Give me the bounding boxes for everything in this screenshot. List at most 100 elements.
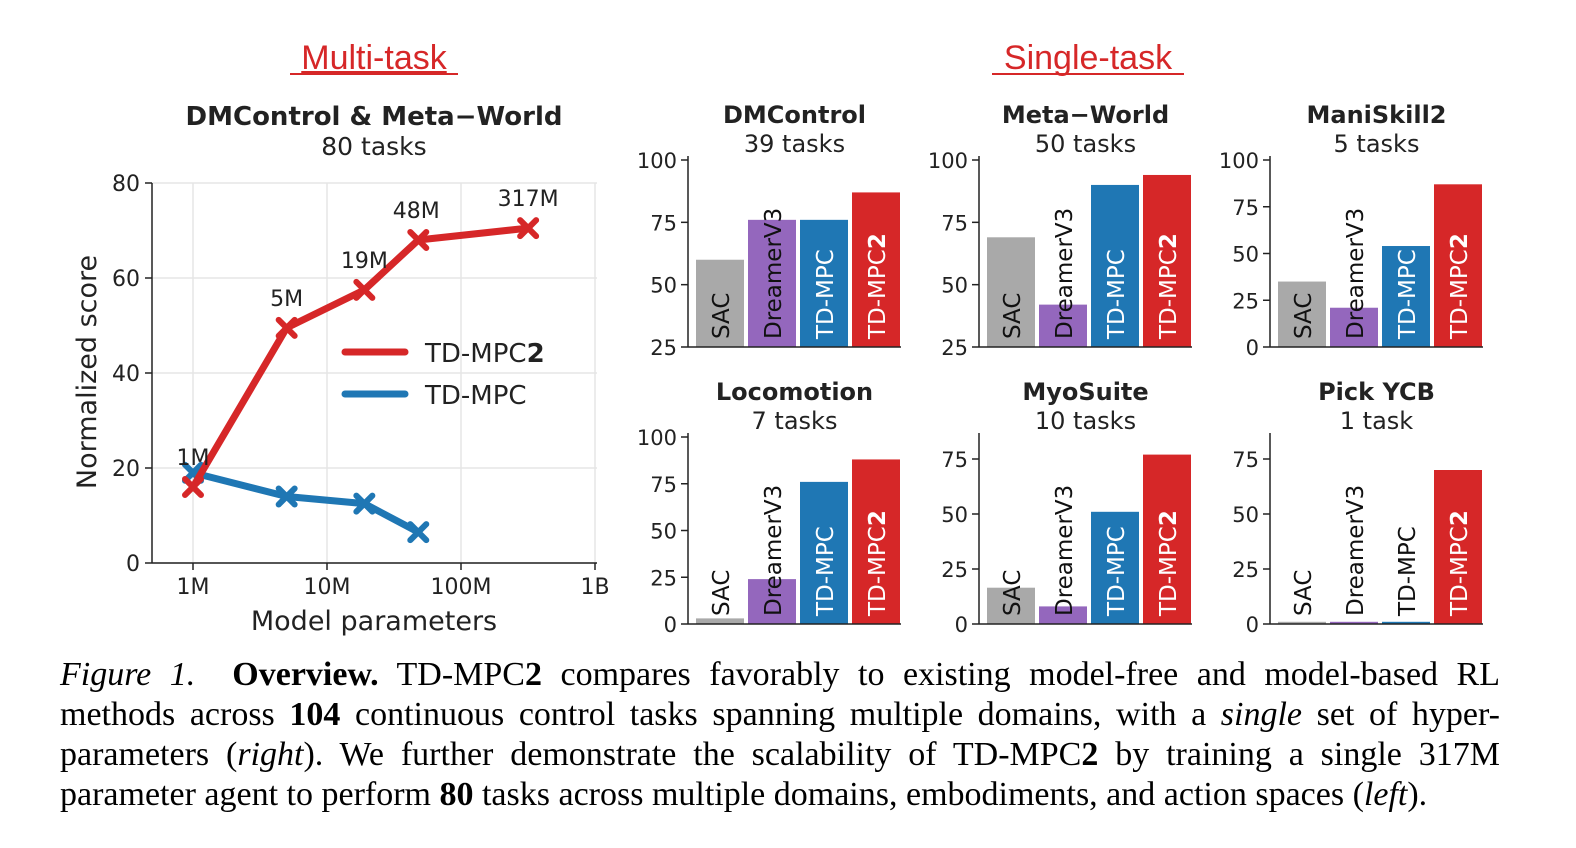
- y-tick-label: 50: [650, 274, 677, 298]
- bar-label: TD-MPC: [1395, 526, 1421, 617]
- y-tick-label: 80: [112, 172, 140, 197]
- legend-label: TD-MPC: [424, 381, 527, 411]
- y-tick-label: 50: [941, 503, 968, 527]
- caption-text: ). We further demonstrate the scalabilit…: [303, 736, 1082, 773]
- bar: [1091, 511, 1139, 624]
- data-point: [182, 476, 204, 498]
- chart-title: MyoSuite: [1022, 378, 1148, 406]
- bar: [1278, 621, 1326, 624]
- bar-label: TD-MPC2: [865, 510, 891, 617]
- y-tick-label: 75: [941, 211, 968, 235]
- y-tick-label: 40: [112, 362, 140, 387]
- bar: [748, 219, 796, 347]
- caption-italic-right: right: [237, 736, 304, 773]
- caption-title: Overview.: [232, 656, 379, 693]
- y-tick-label: 75: [650, 473, 677, 497]
- y-tick-label: 25: [941, 558, 968, 582]
- data-point: [517, 217, 540, 240]
- caption-bold-2: 2: [1081, 736, 1099, 773]
- bar-label: TD-MPC: [1104, 249, 1130, 340]
- y-tick-label: 50: [941, 274, 968, 298]
- y-tick-label: 100: [1219, 149, 1259, 173]
- point-label: 19M: [341, 249, 388, 274]
- bar-label: SAC: [1000, 570, 1026, 616]
- legend: TD-MPC2 TD-MPC: [341, 339, 545, 411]
- bar-label: TD-MPC2: [1156, 233, 1182, 340]
- y-tick-label: 0: [955, 613, 968, 637]
- series-line-td-mpc: [189, 469, 422, 536]
- caption-bold-2: 2: [524, 656, 542, 693]
- y-tick-label: 0: [126, 552, 140, 577]
- y-tick-label: 75: [1232, 196, 1259, 220]
- y-tick-label: 25: [941, 336, 968, 360]
- chart-subtitle: 10 tasks: [1035, 407, 1136, 435]
- bar: [696, 259, 744, 347]
- caption-text: compares favorably to existing model-fre…: [60, 656, 1501, 733]
- chart-subtitle: 7 tasks: [752, 407, 838, 435]
- y-tick-label: 100: [637, 149, 677, 173]
- bar-label: TD-MPC: [1104, 526, 1130, 617]
- chart-title: Locomotion: [716, 378, 873, 406]
- y-tick-label: 0: [1246, 336, 1259, 360]
- figure: Multi-task Single-task 0 20 40 60 80 1M 10M 100…: [72, 39, 1483, 637]
- bar-label: TD-MPC: [813, 526, 839, 617]
- y-axis-label: Normalized score: [72, 255, 103, 489]
- y-tick-label: 50: [1232, 503, 1259, 527]
- y-tick-label: 25: [650, 566, 677, 590]
- bar-label: DreamerV3: [1343, 485, 1369, 616]
- caption-bold-104: 104: [289, 696, 341, 733]
- bar-label: SAC: [709, 293, 735, 339]
- multi-task-line-chart: 0 20 40 60 80 1M 10M 100M 1B DMControl & Meta−Wor…: [72, 102, 610, 637]
- data-point: [353, 492, 376, 515]
- bar: [800, 481, 848, 624]
- bar: [1091, 184, 1139, 347]
- y-tick-label: 75: [1232, 448, 1259, 472]
- y-tick-label: 20: [112, 457, 140, 482]
- y-tick-label: 100: [637, 426, 677, 450]
- caption-label: Figure 1.: [60, 656, 196, 693]
- y-tick-label: 75: [650, 211, 677, 235]
- bar-label: TD-MPC: [813, 249, 839, 340]
- caption-italic-single: single: [1220, 696, 1302, 733]
- bar: [852, 459, 900, 624]
- chart-title: DMControl & Meta−World: [186, 102, 563, 132]
- data-point: [407, 229, 430, 251]
- point-label: 48M: [393, 199, 440, 224]
- y-tick-label: 25: [1232, 558, 1259, 582]
- chart-title: ManiSkill2: [1306, 101, 1446, 129]
- x-tick-label: 100M: [431, 575, 492, 600]
- chart-subtitle: 39 tasks: [744, 130, 845, 158]
- bar-label: SAC: [1291, 293, 1317, 339]
- bar: [1143, 174, 1191, 347]
- caption-bold-80: 80: [439, 776, 474, 813]
- bar: [748, 579, 796, 624]
- bar-label: DreamerV3: [1052, 208, 1078, 339]
- bar: [800, 219, 848, 347]
- bar: [1382, 621, 1430, 624]
- caption-italic-left: left: [1363, 776, 1408, 813]
- caption-text: tasks across multiple domains, embodimen…: [473, 776, 1364, 813]
- caption-text: TD-MPC: [378, 656, 525, 693]
- bar: [1434, 470, 1482, 624]
- point-label: 317M: [498, 187, 559, 212]
- bar: [987, 587, 1035, 624]
- data-point: [275, 316, 298, 339]
- bar-label: TD-MPC2: [1447, 510, 1473, 617]
- chart-title: DMControl: [723, 101, 866, 129]
- bar: [696, 618, 744, 624]
- bar-label: TD-MPC2: [1447, 233, 1473, 340]
- data-point: [353, 278, 376, 301]
- y-tick-label: 25: [650, 336, 677, 360]
- bar: [1434, 184, 1482, 347]
- y-tick-label: 75: [941, 448, 968, 472]
- figure-caption: Figure 1. Overview. TD-MPC2 compares fav…: [60, 655, 1500, 815]
- bar-label: TD-MPC2: [1156, 510, 1182, 617]
- bar-label: TD-MPC2: [865, 233, 891, 340]
- y-tick-label: 100: [928, 149, 968, 173]
- bar-label: DreamerV3: [1052, 485, 1078, 616]
- x-axis-label: Model parameters: [251, 606, 497, 637]
- bar: [1330, 621, 1378, 624]
- y-tick-label: 25: [1232, 289, 1259, 313]
